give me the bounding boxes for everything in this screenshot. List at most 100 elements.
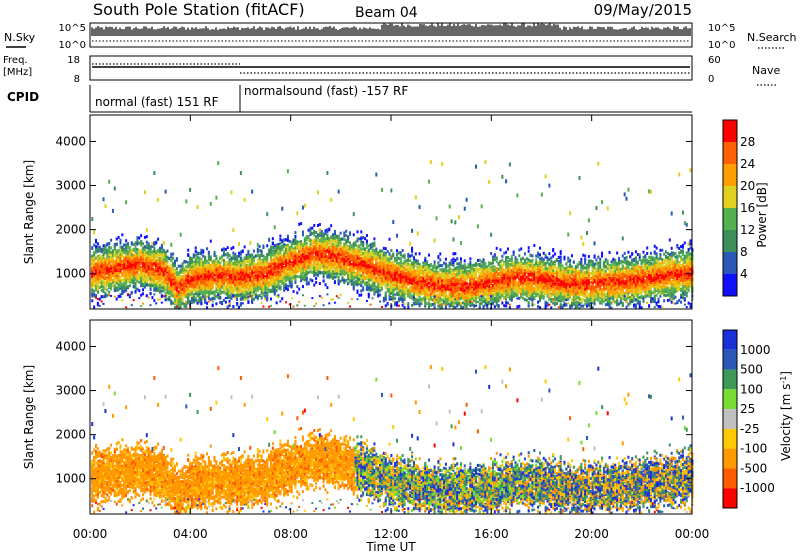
power-cell xyxy=(219,300,222,304)
power-cell xyxy=(110,283,113,287)
power-cell xyxy=(254,278,257,282)
power-cell xyxy=(136,265,139,269)
power-cell xyxy=(215,302,218,306)
power-cell xyxy=(290,279,293,283)
power-cell xyxy=(143,245,146,249)
power-cell xyxy=(153,281,156,285)
power-cell xyxy=(256,247,259,251)
power-cell xyxy=(145,280,148,284)
power-cell xyxy=(151,280,154,284)
power-cell xyxy=(262,263,265,267)
power-cell xyxy=(117,283,120,287)
power-cell xyxy=(213,262,216,266)
power-cell xyxy=(183,292,186,296)
power-cell xyxy=(266,252,269,256)
power-cell xyxy=(153,258,156,262)
power-cell xyxy=(249,278,252,282)
power-cell xyxy=(162,277,165,281)
power-cell xyxy=(179,282,182,286)
power-cell xyxy=(100,285,103,289)
power-cell xyxy=(194,259,197,263)
power-cell xyxy=(200,298,203,302)
power-cell xyxy=(192,281,195,285)
power-cell xyxy=(175,300,178,304)
power-cell xyxy=(166,261,169,265)
power-cell xyxy=(187,286,190,290)
power-cell xyxy=(226,305,229,308)
power-cell xyxy=(117,258,120,262)
power-cell xyxy=(170,269,173,273)
power-cell xyxy=(106,250,109,254)
power-cell xyxy=(108,253,111,257)
power-cell xyxy=(281,245,284,249)
power-cell xyxy=(228,275,231,279)
power-cell xyxy=(266,279,269,283)
power-cell xyxy=(253,282,256,286)
power-cell xyxy=(172,275,175,279)
power-cell xyxy=(123,261,126,265)
power-cell xyxy=(125,249,128,253)
power-cell xyxy=(196,276,199,280)
power-cell xyxy=(175,283,178,287)
power-cell xyxy=(206,275,209,279)
power-cell xyxy=(262,254,265,258)
power-cell xyxy=(132,263,135,267)
power-cell xyxy=(241,292,244,296)
power-cell xyxy=(219,269,222,273)
power-cell xyxy=(132,271,135,275)
power-cell xyxy=(158,246,161,250)
power-cell xyxy=(132,255,135,259)
power-cell xyxy=(113,250,116,254)
power-cell xyxy=(145,266,148,270)
power-cell xyxy=(243,287,246,291)
power-cell xyxy=(177,299,180,303)
power-cell xyxy=(108,242,111,246)
power-cell xyxy=(221,279,224,283)
power-cell xyxy=(142,302,145,305)
power-cell xyxy=(273,225,276,230)
power-cell xyxy=(175,277,178,281)
power-cell xyxy=(162,295,165,298)
power-cell xyxy=(149,256,152,260)
power-cell xyxy=(106,278,109,282)
power-cell xyxy=(126,270,129,274)
power-cell xyxy=(179,287,182,291)
power-cell xyxy=(138,268,141,272)
power-cell xyxy=(100,262,103,266)
power-cell xyxy=(254,287,257,291)
power-cell xyxy=(237,260,240,264)
power-cell xyxy=(166,256,169,260)
power-cell xyxy=(268,263,271,267)
power-cell xyxy=(142,279,145,283)
power-cell xyxy=(196,291,199,295)
power-cell xyxy=(162,266,165,270)
power-cell xyxy=(183,294,186,298)
power-cell xyxy=(102,265,105,269)
power-cell xyxy=(134,241,137,245)
power-cell xyxy=(119,278,122,282)
power-cell xyxy=(190,269,193,273)
power-cell xyxy=(125,239,128,243)
power-cell xyxy=(189,187,192,192)
power-cell xyxy=(153,284,156,288)
power-cell xyxy=(158,267,161,271)
power-cell xyxy=(168,257,171,261)
power-cell xyxy=(230,264,233,268)
power-cell xyxy=(95,262,98,266)
power-cell xyxy=(175,280,178,284)
power-cell xyxy=(196,283,199,287)
power-cell xyxy=(164,257,167,261)
power-cell xyxy=(266,287,269,291)
power-cell xyxy=(110,246,113,250)
power-cell xyxy=(256,275,259,279)
power-cell xyxy=(126,264,129,268)
power-cell xyxy=(196,285,199,289)
power-cell xyxy=(228,258,231,262)
power-cell xyxy=(207,300,210,303)
power-cell xyxy=(138,266,141,270)
power-cell xyxy=(117,267,120,271)
power-cell xyxy=(179,268,182,272)
power-cell xyxy=(181,275,184,279)
power-cell xyxy=(226,292,229,296)
power-cell xyxy=(209,297,212,301)
